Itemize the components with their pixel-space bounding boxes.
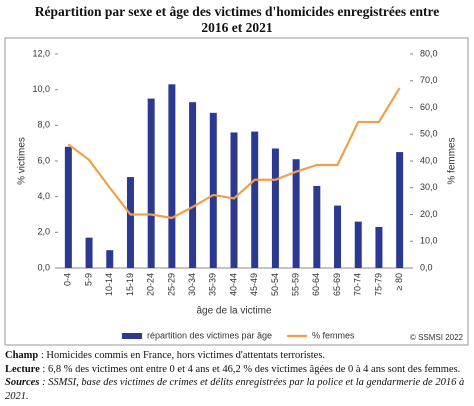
y-tick-label: 6,0 (37, 155, 50, 165)
note-text: : 6,8 % des victimes ont entre 0 et 4 an… (42, 363, 461, 375)
x-tick-label: 0-4 (63, 273, 73, 286)
y2-tick-label: 0,0 (420, 262, 433, 272)
chart-frame (4, 37, 469, 346)
x-tick-label: 50-54 (270, 273, 280, 296)
y2-tick-label: 50,0 (420, 129, 438, 139)
x-tick-label: 45-49 (249, 273, 259, 296)
y2-tick-label: 60,0 (420, 102, 438, 112)
y2-tick-label: 20,0 (420, 209, 438, 219)
y2-tick-label: 80,0 (420, 48, 438, 58)
bar (313, 185, 321, 268)
bar (106, 250, 114, 268)
x-tick-label: 55-59 (290, 273, 300, 296)
bar (209, 112, 217, 268)
x-tick-label: ≥ 80 (394, 273, 404, 290)
y-tick-label: 12,0 (32, 48, 50, 58)
y-tick-label: 8,0 (37, 120, 50, 130)
legend-label: répartition des victimes par âge (147, 330, 272, 340)
x-tick-label: 65-69 (332, 273, 342, 296)
note-label: Lecture (5, 363, 40, 375)
note-champ: Champ : Homicides commis en France, hors… (5, 349, 471, 363)
y2-tick-label: 70,0 (420, 75, 438, 85)
bar (126, 177, 134, 268)
x-tick-label: 10-14 (104, 273, 114, 296)
bar (168, 84, 176, 268)
bar (251, 131, 259, 268)
legend-swatch (122, 333, 142, 339)
x-tick-label: 75-79 (373, 273, 383, 296)
bar (147, 98, 155, 268)
y-axis-label: % victimes (17, 137, 28, 185)
note-text: : SSMSI, base des victimes de crimes et … (5, 377, 465, 402)
note-lecture: Lecture : 6,8 % des victimes ont entre 0… (5, 363, 471, 377)
bar (230, 132, 238, 268)
y2-tick-label: 40,0 (420, 155, 438, 165)
note-sources: Sources : SSMSI, base des victimes de cr… (5, 376, 471, 403)
x-tick-label: 25-29 (166, 273, 176, 296)
x-tick-label: 20-24 (146, 273, 156, 296)
legend-label: % femmes (312, 330, 355, 340)
x-tick-label: 15-19 (125, 273, 135, 296)
note-text: : Homicides commis en France, hors victi… (40, 350, 326, 361)
bar (354, 221, 362, 268)
bar (64, 146, 72, 268)
bar (189, 102, 197, 269)
y2-tick-label: 30,0 (420, 182, 438, 192)
x-tick-label: 5-9 (83, 273, 93, 286)
x-tick-label: 40-44 (228, 273, 238, 296)
bar (85, 237, 93, 268)
credit: © SSMSI 2022 (410, 333, 464, 342)
chart-title: Répartition par sexe et âge des victimes… (34, 4, 440, 35)
notes: Champ : Homicides commis en France, hors… (5, 349, 471, 403)
x-axis-label: âge de la victime (196, 306, 271, 317)
x-tick-label: 35-39 (208, 273, 218, 296)
bar (271, 148, 279, 268)
note-label: Champ (5, 350, 39, 361)
bar (334, 205, 342, 268)
bar (292, 159, 300, 268)
x-tick-label: 70-74 (353, 273, 363, 296)
y-tick-label: 10,0 (32, 84, 50, 94)
y2-axis-label: % femmes (447, 137, 458, 184)
y-tick-label: 4,0 (37, 191, 50, 201)
y-tick-label: 0,0 (37, 262, 50, 272)
x-tick-label: 30-34 (187, 273, 197, 296)
y-tick-label: 2,0 (37, 227, 50, 237)
note-label: Sources (5, 377, 40, 388)
x-tick-label: 60-64 (311, 273, 321, 296)
bar (396, 152, 404, 268)
bar (375, 226, 383, 268)
line (67, 87, 401, 220)
y2-tick-label: 10,0 (420, 236, 438, 246)
